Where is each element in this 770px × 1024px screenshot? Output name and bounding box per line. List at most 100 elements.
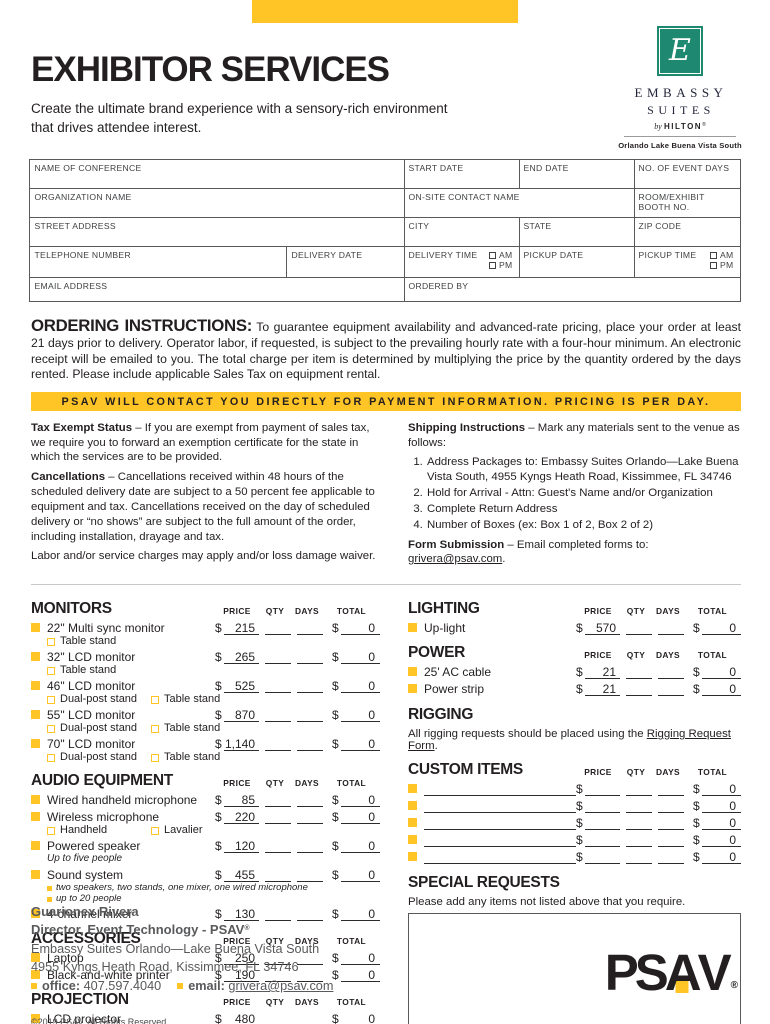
field-end-date[interactable]: END DATE [518,159,635,189]
custom-item-name-input[interactable] [424,817,576,831]
delivery-pm-checkbox[interactable] [489,262,496,269]
option-checkbox[interactable] [151,724,159,733]
option-checkbox[interactable] [151,753,159,762]
days-input[interactable] [658,816,684,831]
days-input[interactable] [297,868,323,883]
option-checkbox[interactable] [47,637,55,646]
days-input[interactable] [297,679,323,694]
qty-input[interactable] [265,907,291,922]
total-column-label: TOTAL [697,650,728,661]
field-start-date[interactable]: START DATE [403,159,520,189]
special-requests-input[interactable] [408,913,741,1024]
field-no-of-event-days[interactable]: NO. OF EVENT DAYS [633,159,741,189]
option-checkbox[interactable] [47,666,55,675]
days-input[interactable] [658,682,684,697]
days-input[interactable] [297,907,323,922]
price-input[interactable] [584,816,620,831]
qty-input[interactable] [626,850,652,865]
days-input[interactable] [297,737,323,752]
qty-input[interactable] [626,621,652,636]
field-label: DELIVERY TIME [408,250,478,260]
qty-input[interactable] [626,682,652,697]
days-input[interactable] [297,708,323,723]
days-input[interactable] [658,665,684,680]
currency-symbol: $ [332,793,339,808]
field-pickup-time[interactable]: PICKUP TIME AM PM [633,246,741,278]
custom-item-name-input[interactable] [424,851,576,865]
field-delivery-time[interactable]: DELIVERY TIME AM PM [403,246,520,278]
price-input[interactable] [584,799,620,814]
currency-symbol: $ [332,737,339,752]
custom-item-name-input[interactable] [424,834,576,848]
rigging-text: All rigging requests should be placed us… [408,728,647,741]
days-input[interactable] [658,799,684,814]
contact-email-link[interactable]: grivera@psav.com [228,978,334,993]
custom-item-name-input[interactable] [424,783,576,797]
qty-input[interactable] [265,650,291,665]
qty-input[interactable] [265,621,291,636]
price-input[interactable] [584,833,620,848]
option-checkbox[interactable] [47,695,55,704]
field-name-of-conference[interactable]: NAME OF CONFERENCE [29,159,405,189]
price-input[interactable] [584,850,620,865]
days-input[interactable] [658,833,684,848]
currency-symbol: $ [215,793,222,808]
total-value: 0 [340,951,380,966]
field-zip-code[interactable]: ZIP CODE [633,217,741,247]
qty-input[interactable] [265,737,291,752]
item-name: Powered speaker [47,839,141,854]
option-checkbox[interactable] [47,724,55,733]
pickup-am-checkbox[interactable] [710,252,717,259]
qty-input[interactable] [265,968,291,983]
delivery-am-checkbox[interactable] [489,252,496,259]
days-input[interactable] [297,839,323,854]
days-input[interactable] [658,850,684,865]
embassy-wordmark-line1: EMBASSY [634,85,728,100]
days-input[interactable] [297,650,323,665]
submission-email-link[interactable]: grivera@psav.com [408,553,503,566]
field-email-address[interactable]: EMAIL ADDRESS [29,277,405,302]
qty-input[interactable] [265,793,291,808]
price-input[interactable] [584,782,620,797]
qty-input[interactable] [626,833,652,848]
qty-input[interactable] [626,816,652,831]
qty-input[interactable] [265,679,291,694]
days-input[interactable] [297,810,323,825]
field-organization-name[interactable]: ORGANIZATION NAME [29,188,405,218]
rigging-request-form-link[interactable]: Rigging Request Form [408,728,731,753]
days-input[interactable] [658,621,684,636]
field-city[interactable]: CITY [403,217,520,247]
field-ordered-by[interactable]: ORDERED BY [403,277,741,302]
qty-input[interactable] [626,665,652,680]
days-input[interactable] [658,782,684,797]
days-input[interactable] [297,951,323,966]
qty-input[interactable] [265,708,291,723]
qty-input[interactable] [626,799,652,814]
form-submission-period: . [502,553,506,566]
option-checkbox[interactable] [151,695,159,704]
qty-input[interactable] [265,951,291,966]
field-street-address[interactable]: STREET ADDRESS [29,217,405,247]
days-input[interactable] [297,968,323,983]
qty-input[interactable] [265,839,291,854]
field-state[interactable]: STATE [518,217,635,247]
days-input[interactable] [297,793,323,808]
option-checkbox[interactable] [151,826,159,835]
total-value: 0 [340,737,380,752]
qty-input[interactable] [265,810,291,825]
qty-input[interactable] [626,782,652,797]
pickup-pm-checkbox[interactable] [710,262,717,269]
field-delivery-date[interactable]: DELIVERY DATE [286,246,405,278]
psav-logo: PSA V ® [605,947,738,998]
option-checkbox[interactable] [47,826,55,835]
field-room-exhibit-booth-no[interactable]: ROOM/EXHIBIT BOOTH NO. [633,188,741,218]
psav-letter-a-glyph: A [664,944,702,1001]
field-telephone-number[interactable]: TELEPHONE NUMBER [29,246,288,278]
option-checkbox[interactable] [47,753,55,762]
qty-input[interactable] [265,868,291,883]
custom-item-name-input[interactable] [424,800,576,814]
field-pickup-date[interactable]: PICKUP DATE [518,246,635,278]
field-onsite-contact-name[interactable]: ON-SITE CONTACT NAME [403,188,635,218]
price-value: 21 [584,682,620,697]
days-input[interactable] [297,621,323,636]
